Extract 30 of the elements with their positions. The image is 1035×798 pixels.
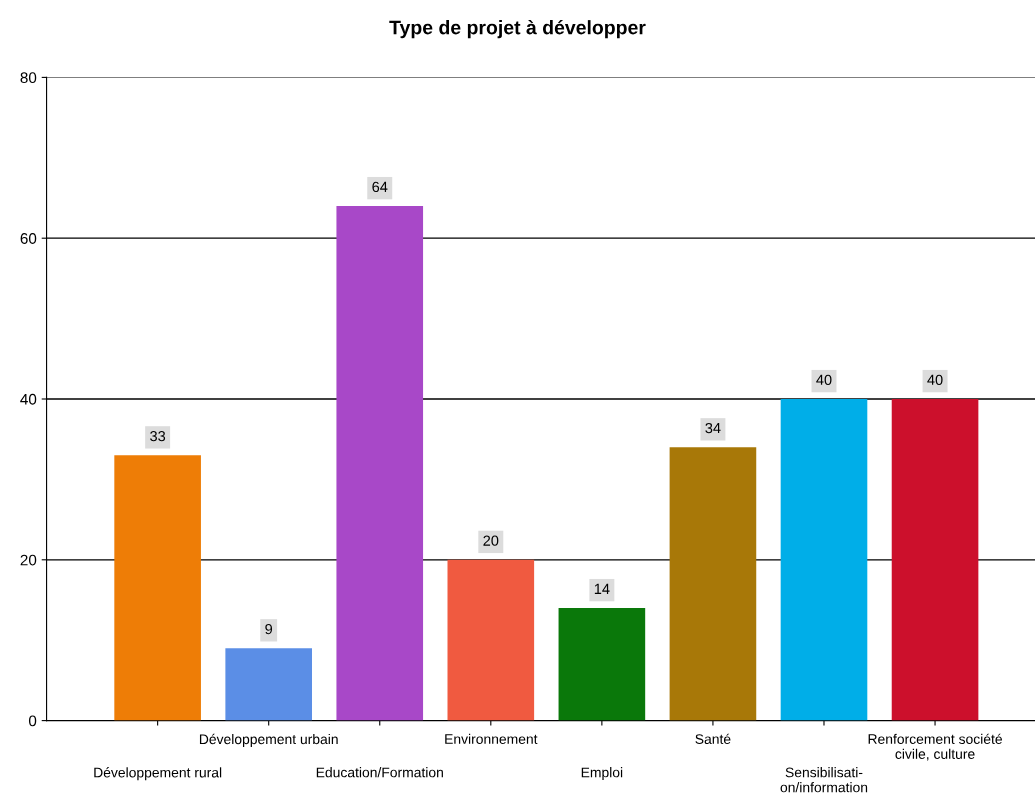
bar bbox=[558, 608, 646, 721]
data-label: 40 bbox=[927, 374, 943, 386]
y-tick-label: 60 bbox=[20, 233, 37, 244]
x-tick-label: Sensibilisati- on/information bbox=[780, 767, 868, 793]
y-tick-label: 80 bbox=[20, 72, 37, 84]
data-label: 20 bbox=[483, 535, 499, 546]
y-tick-label: 40 bbox=[20, 393, 37, 405]
data-label: 40 bbox=[816, 374, 832, 386]
y-tick-label: 0 bbox=[28, 715, 37, 727]
data-label: 14 bbox=[594, 583, 610, 594]
data-label: 64 bbox=[372, 181, 388, 193]
bar bbox=[669, 447, 757, 721]
x-tick-label: Développement rural bbox=[94, 767, 222, 781]
bar bbox=[114, 455, 201, 721]
data-label: 9 bbox=[265, 623, 273, 635]
bar bbox=[225, 648, 313, 721]
bar bbox=[891, 399, 979, 721]
bar bbox=[447, 559, 535, 721]
bar bbox=[336, 206, 424, 721]
bar bbox=[780, 399, 868, 721]
data-label: 33 bbox=[150, 430, 166, 442]
x-tick-label: Education/Formation bbox=[316, 767, 443, 778]
data-label: 34 bbox=[705, 422, 721, 434]
x-tick-label: Renforcement société civile, culture bbox=[868, 733, 1002, 761]
y-tick-label: 20 bbox=[20, 554, 37, 566]
chart-title: Type de projet à développer bbox=[389, 19, 646, 39]
x-tick-label: Santé bbox=[695, 733, 731, 744]
x-tick-label: Emploi bbox=[581, 767, 623, 781]
x-tick-label: Environnement bbox=[445, 733, 538, 744]
x-tick-label: Développement urbain bbox=[199, 733, 338, 747]
